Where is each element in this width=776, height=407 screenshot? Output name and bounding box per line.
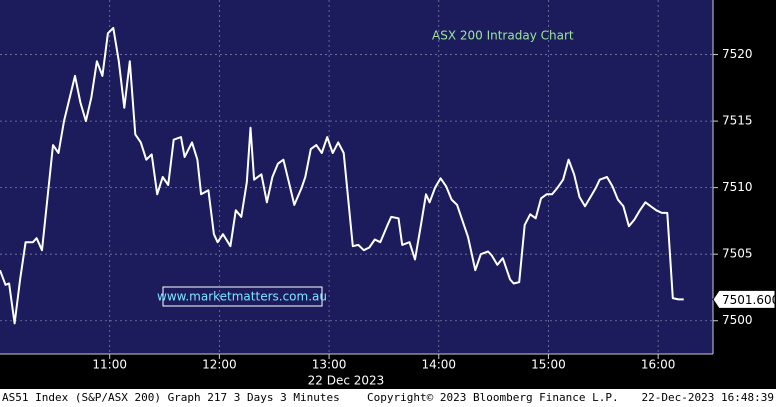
y-tick-label: 7515 — [722, 114, 753, 128]
footer-bar — [0, 389, 776, 407]
x-tick-label: 14:00 — [421, 358, 456, 372]
last-value-box — [712, 289, 776, 309]
y-tick-label: 7510 — [722, 180, 753, 194]
x-tick-label: 16:00 — [641, 358, 676, 372]
y-tick-label: 7505 — [722, 247, 753, 261]
x-tick-label: 15:00 — [531, 358, 566, 372]
x-tick-label: 11:00 — [92, 358, 127, 372]
footer-center: Copyright© 2023 Bloomberg Finance L.P. — [367, 391, 619, 404]
x-tick-label: 13:00 — [312, 358, 347, 372]
footer-left: AS51 Index (S&P/ASX 200) Graph 217 3 Day… — [2, 391, 340, 404]
chart-title: ASX 200 Intraday Chart — [432, 29, 574, 43]
x-tick-label: 12:00 — [202, 358, 237, 372]
y-tick-label: 7520 — [722, 47, 753, 61]
footer-right: 22-Dec-2023 16:48:39 — [642, 391, 774, 404]
date-label: 22 Dec 2023 — [308, 374, 385, 388]
y-tick-label: 7500 — [722, 313, 753, 327]
watermark-box — [162, 286, 323, 307]
price-line — [0, 26, 684, 325]
watermark: www.marketmatters.com.au — [157, 290, 327, 304]
last-value-label: 7501.600 — [722, 293, 776, 307]
